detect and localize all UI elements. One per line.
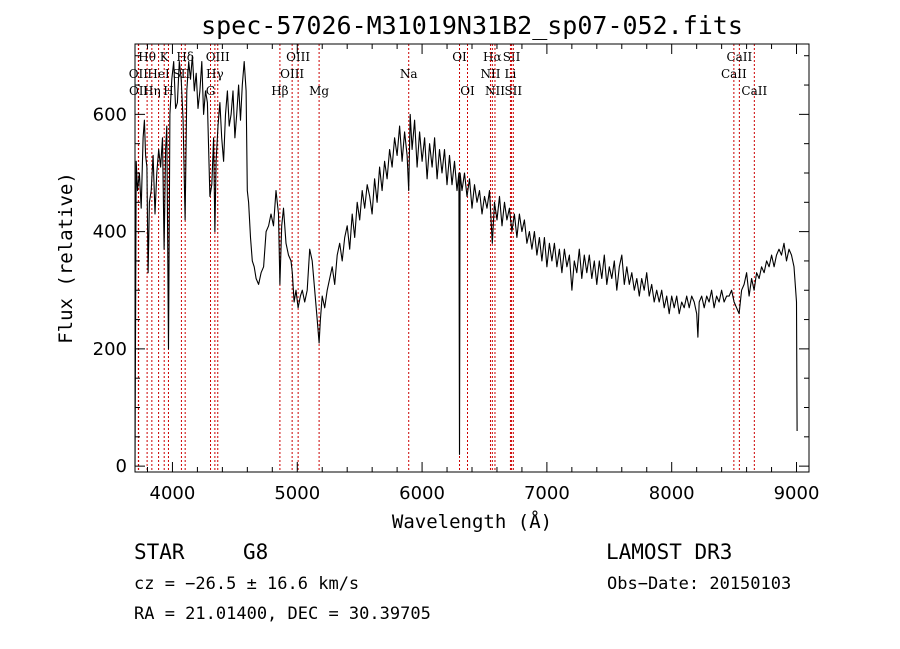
- marker-label-26: CaII: [721, 67, 747, 81]
- x-tick-label-2: 6000: [399, 483, 445, 504]
- marker-label-24: SII: [504, 84, 522, 98]
- marker-label-9: OIII: [206, 50, 230, 64]
- y-tick-label-0: 0: [116, 456, 127, 477]
- marker-label-11: G: [206, 84, 216, 98]
- marker-label-7: Hδ: [176, 50, 194, 64]
- x-tick-label-3: 7000: [524, 483, 570, 504]
- x-tick-label-0: 4000: [150, 483, 196, 504]
- observation-date: Obs−Date: 20150103: [607, 574, 792, 594]
- series-layer: [134, 55, 798, 467]
- marker-label-22: SII: [503, 50, 521, 64]
- coordinates: RA = 21.01400, DEC = 30.39705: [134, 604, 431, 624]
- x-tick-label-4: 8000: [649, 483, 695, 504]
- marker-label-5: K: [160, 50, 170, 64]
- survey-name: LAMOST DR3: [606, 540, 733, 564]
- object-class: STAR: [134, 540, 185, 564]
- marker-label-25: CaII: [726, 50, 752, 64]
- chart-title: spec-57026-M31019N31B2_sp07-052.fits: [201, 11, 743, 40]
- marker-label-0: Hθ: [138, 50, 156, 64]
- marker-label-8: SII: [173, 67, 191, 81]
- marker-label-6: H: [163, 84, 173, 98]
- marker-label-20: NII: [480, 67, 500, 81]
- marker-label-21: NII: [485, 84, 505, 98]
- marker-label-16: Na: [400, 67, 418, 81]
- y-tick-label-1: 200: [93, 339, 127, 360]
- object-subclass: G8: [243, 540, 269, 564]
- y-tick-label-2: 400: [93, 222, 127, 243]
- plot-frame: [134, 43, 810, 473]
- marker-label-18: OI: [460, 84, 475, 98]
- marker-label-13: OIII: [286, 50, 310, 64]
- marker-label-3: HeI: [147, 67, 170, 81]
- y-axis-label: Flux (relative): [55, 172, 77, 344]
- axes: 4000 5000 6000 7000 8000 9000 0 200 400 600: [93, 43, 820, 504]
- marker-label-14: Hβ: [271, 84, 288, 98]
- x-axis-label: Wavelength (Å): [392, 510, 552, 533]
- redshift-velocity: cz = −26.5 ± 16.6 km/s: [134, 574, 360, 594]
- y-tick-label-3: 600: [93, 104, 127, 125]
- x-tick-label-5: 9000: [774, 483, 820, 504]
- marker-label-19: Hα: [483, 50, 502, 64]
- marker-label-27: CaII: [741, 84, 767, 98]
- spectrum-line: [134, 55, 798, 467]
- marker-label-23: Li: [505, 67, 517, 81]
- marker-label-4: Hη: [143, 84, 161, 98]
- marker-label-12: OIII: [280, 67, 304, 81]
- x-tick-label-1: 5000: [274, 483, 320, 504]
- marker-label-17: OI: [452, 50, 467, 64]
- marker-label-10: Hγ: [206, 67, 224, 81]
- marker-label-2: OII: [129, 84, 149, 98]
- marker-label-15: Mg: [309, 84, 329, 98]
